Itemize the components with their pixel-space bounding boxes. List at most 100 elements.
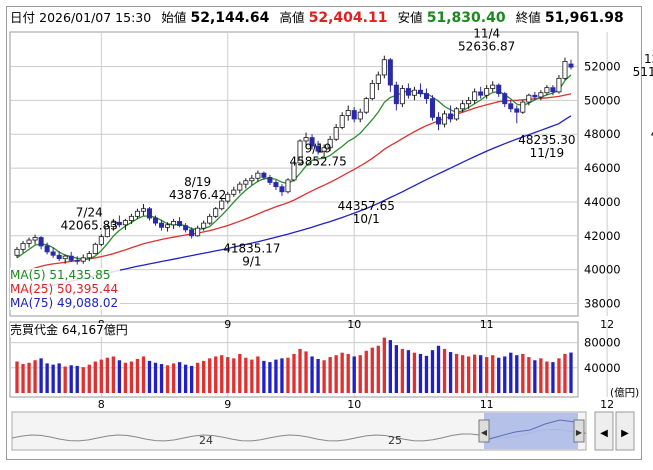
price-tick-label: 38000 xyxy=(584,297,621,311)
candle-body xyxy=(423,93,429,100)
price-tick-label: 44000 xyxy=(584,195,621,209)
volume-bar xyxy=(165,365,170,393)
volume-bar xyxy=(183,364,188,393)
month-label: 12 xyxy=(600,318,614,331)
candle-body xyxy=(171,221,177,226)
volume-bar xyxy=(87,364,91,393)
volume-bar xyxy=(81,367,85,393)
candle-body xyxy=(393,84,399,105)
month-label: 10 xyxy=(347,398,361,411)
volume-bar xyxy=(304,351,308,393)
volume-bar xyxy=(460,355,465,393)
volume-bar xyxy=(497,357,501,393)
navigator-year-label: 25 xyxy=(388,434,402,447)
candle-body xyxy=(327,138,333,149)
volume-bar xyxy=(316,358,320,393)
candle-body xyxy=(520,101,526,113)
annotation-value: 44357.65 xyxy=(338,199,395,213)
close-value: 51,961.98 xyxy=(544,10,624,26)
candle-body xyxy=(207,215,213,224)
candle-body xyxy=(538,92,544,98)
volume-bar xyxy=(382,337,386,393)
ma25-legend: MA(25) 50,395.44 xyxy=(10,282,121,296)
ma75-legend: MA(75) 49,088.02 xyxy=(10,296,121,310)
candle-body xyxy=(128,215,134,221)
candle-body xyxy=(532,94,538,98)
scroll-right-icon: ▶ xyxy=(621,428,629,439)
annotation-value: 48643.78 xyxy=(651,126,653,140)
candle-body xyxy=(110,221,116,227)
navigator-handle xyxy=(573,419,585,443)
volume-bar xyxy=(298,348,302,393)
volume-bar xyxy=(33,360,37,393)
candle-body xyxy=(267,176,273,183)
datetime-value: 2026/01/07 15:30 xyxy=(39,10,152,25)
candle-body xyxy=(472,91,478,101)
volume-bar xyxy=(256,356,260,393)
candle-body xyxy=(140,208,146,212)
price-annotations: 7/2442065.838/1943876.4241835.179/19/194… xyxy=(61,27,653,269)
candle-body xyxy=(261,172,267,178)
candle-body xyxy=(249,177,255,182)
candle-body xyxy=(285,179,291,193)
volume-bar xyxy=(250,359,254,393)
volume-bar xyxy=(503,356,507,393)
candle-body xyxy=(92,243,98,254)
price-axis: 38000 40000 42000 44000 46000 48000 50000 52000 xyxy=(584,59,621,310)
annotation-label: 11/4 xyxy=(473,27,500,41)
scroll-left-icon: ◀ xyxy=(600,428,608,439)
candle-body xyxy=(243,180,249,185)
candle-body xyxy=(490,84,496,89)
candle-body xyxy=(357,111,363,120)
candle-body xyxy=(550,87,556,93)
volume-bar xyxy=(527,357,531,393)
candle-body xyxy=(460,103,466,110)
candle-body xyxy=(321,147,327,152)
candle-body xyxy=(526,94,532,103)
navigator-selection xyxy=(484,413,578,449)
volume-unit-label: (億円) xyxy=(610,386,639,399)
volume-bar xyxy=(21,364,25,393)
candle-body xyxy=(514,108,520,113)
month-label: 11 xyxy=(480,318,494,331)
candle-body xyxy=(411,89,417,96)
navigator-year-label: 24 xyxy=(199,434,213,447)
volume-tick-label: 40000 xyxy=(584,361,621,375)
candle-body xyxy=(442,113,448,125)
candle-body xyxy=(454,108,460,120)
date-label: 日付 xyxy=(10,10,36,25)
volume-legend: 売買代金 64,167億円 xyxy=(10,323,131,337)
volume-bar xyxy=(358,355,362,393)
volume-bar xyxy=(244,357,248,393)
volume-bar xyxy=(93,361,97,393)
candle-body xyxy=(225,193,231,202)
volume-bar xyxy=(406,350,411,393)
candle-body xyxy=(466,99,472,105)
high-value: 52,404.11 xyxy=(308,10,388,26)
volume-bar xyxy=(454,353,459,393)
candle-body xyxy=(219,200,225,210)
annotation-value: 48235.30 xyxy=(518,133,575,147)
scroll-right-button[interactable] xyxy=(615,411,635,451)
candle-body xyxy=(291,162,297,181)
candle-body xyxy=(38,237,44,247)
volume-bar xyxy=(491,355,495,393)
volume-panel-border xyxy=(9,321,579,398)
candle-body xyxy=(303,137,309,142)
volume-bar xyxy=(352,356,356,393)
month-label: 9 xyxy=(224,318,231,331)
candle-body xyxy=(50,251,56,256)
scroll-left-button[interactable] xyxy=(594,411,614,451)
candle-body xyxy=(32,237,38,241)
candle-body xyxy=(116,221,122,226)
navigator-handle xyxy=(478,419,490,443)
month-label: 12 xyxy=(600,398,614,411)
candle-body xyxy=(146,208,152,219)
volume-bar xyxy=(189,365,194,393)
volume-bar xyxy=(280,358,284,393)
candle-body xyxy=(568,63,574,68)
annotation-label: 11/19 xyxy=(530,146,565,160)
candle-body xyxy=(381,59,387,76)
volume-bar xyxy=(99,359,103,393)
volume-bar xyxy=(436,345,441,393)
